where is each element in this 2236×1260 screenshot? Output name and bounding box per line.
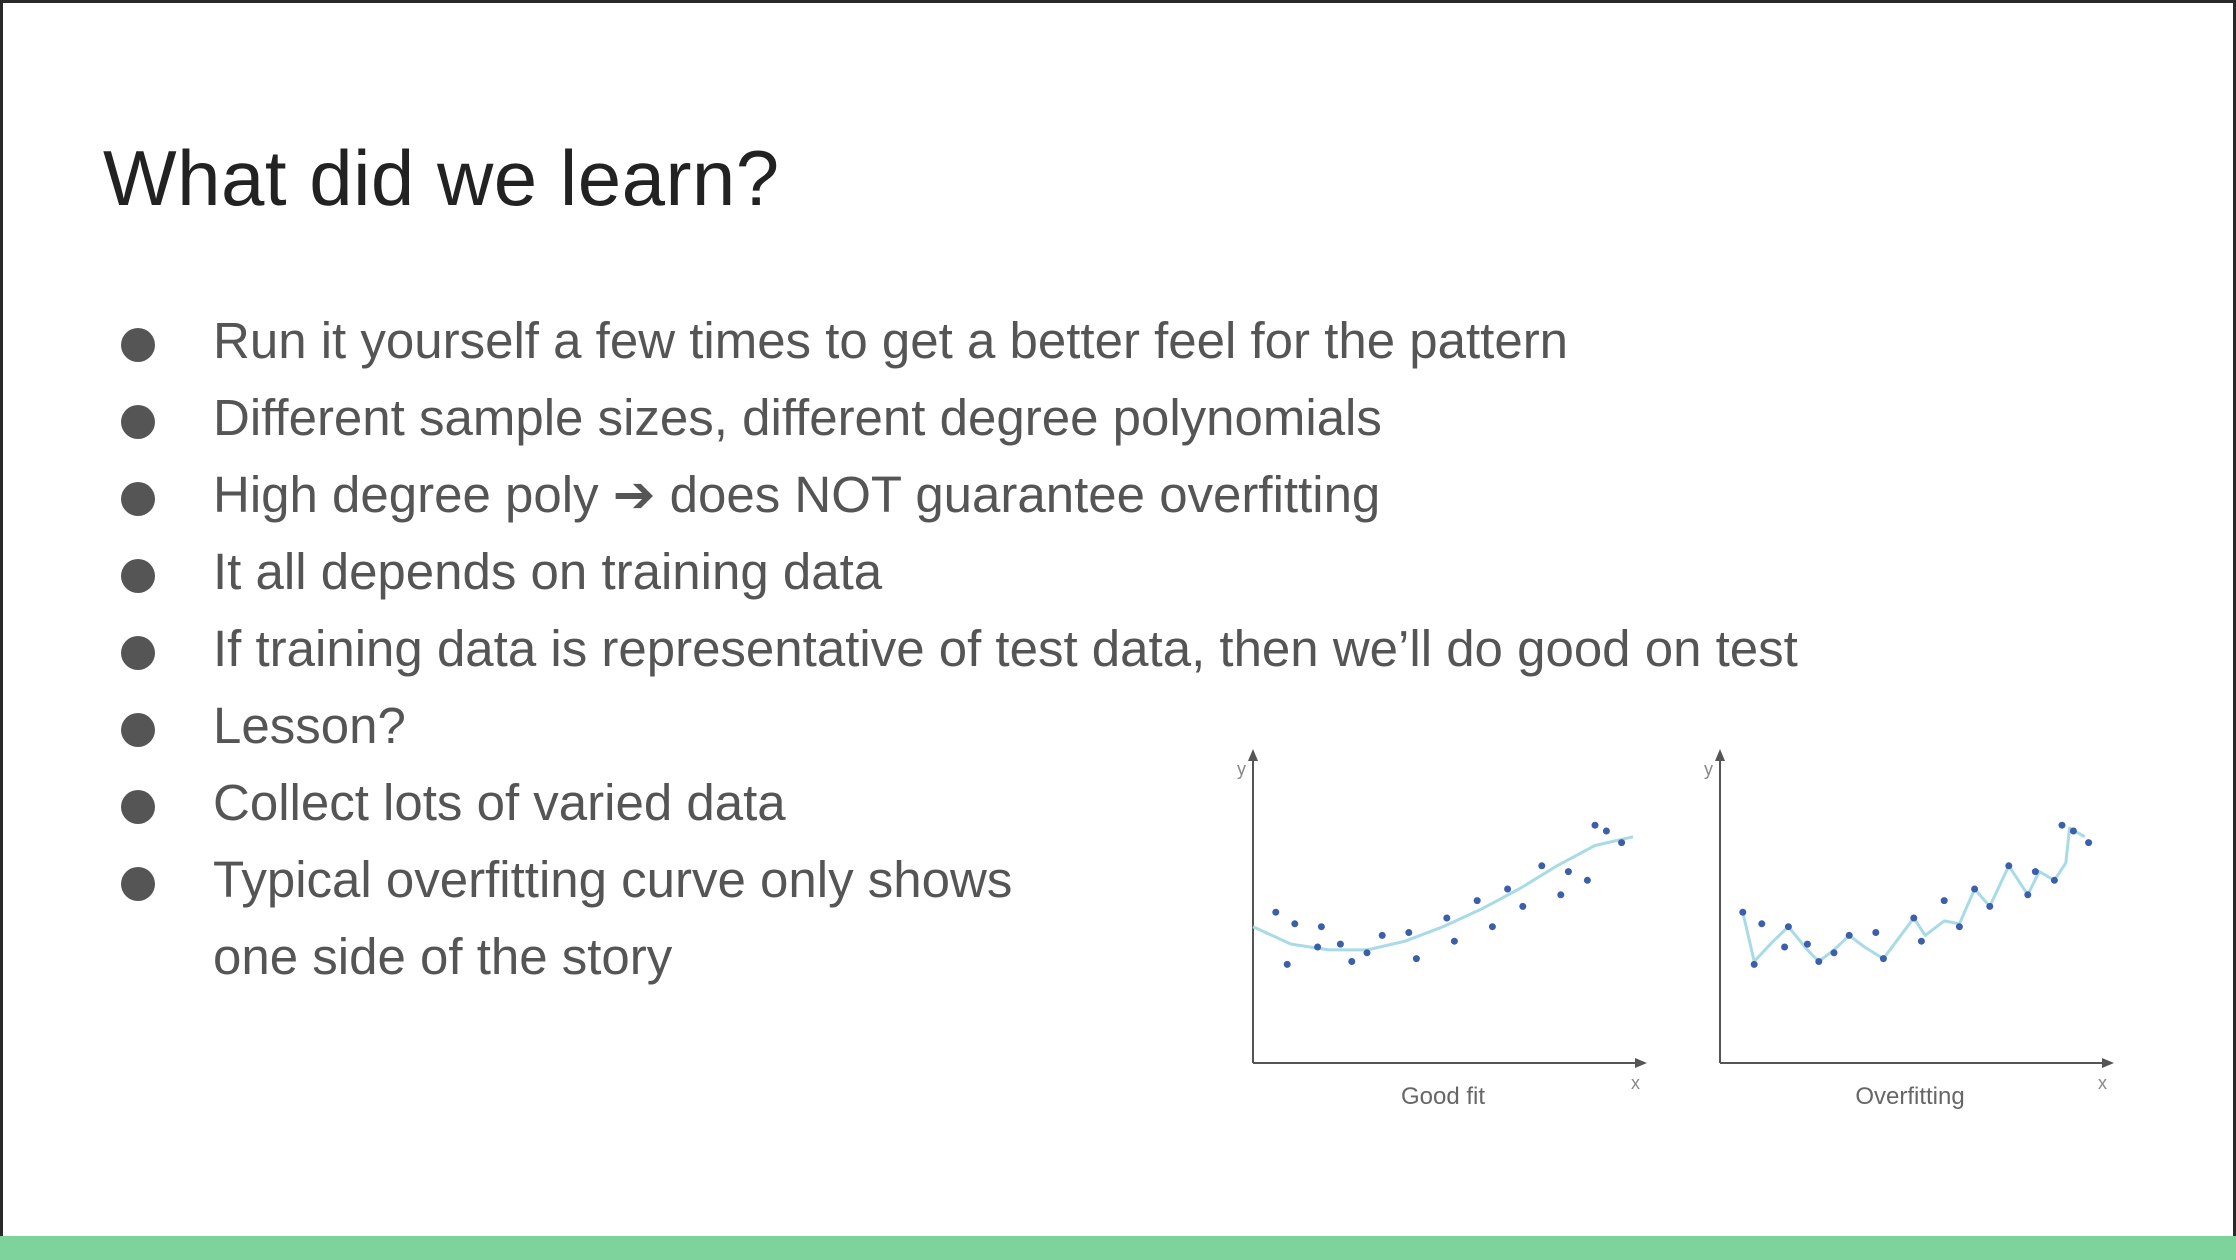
bullet-dot-icon <box>121 867 155 901</box>
data-point <box>1314 943 1322 951</box>
data-point <box>1557 891 1565 899</box>
bullet-dot-icon <box>121 636 155 670</box>
data-point <box>1879 955 1887 963</box>
data-point <box>1910 914 1918 922</box>
x-axis-arrow-icon <box>2102 1058 2114 1068</box>
data-point <box>1955 923 1963 931</box>
y-axis-arrow-icon <box>1248 749 1258 761</box>
data-point <box>1336 940 1344 948</box>
data-point <box>1815 958 1823 965</box>
bullet-item: Different sample sizes, different degree… <box>3 379 2003 457</box>
bullet-item: Run it yourself a few times to get a bet… <box>3 302 2003 380</box>
data-point <box>1272 908 1280 916</box>
bullet-continuation: one side of the story <box>213 928 673 985</box>
data-point <box>1443 914 1451 922</box>
data-point <box>2005 862 2013 870</box>
data-point <box>1750 960 1758 968</box>
y-axis-label: y <box>1237 759 1246 779</box>
bullet-item: It all depends on training data <box>3 533 2003 611</box>
x-axis-arrow-icon <box>1635 1058 1647 1068</box>
good-fit-plot <box>1248 749 1647 1068</box>
data-point <box>2050 876 2058 884</box>
data-point <box>1845 931 1853 939</box>
bullet-item: Lesson? <box>3 687 2003 765</box>
bullet-text: If training data is representative of te… <box>213 620 1798 677</box>
data-point <box>1872 929 1880 936</box>
x-axis-label: x <box>1631 1073 1640 1093</box>
x-axis-label: x <box>2098 1073 2107 1093</box>
data-point <box>1618 839 1626 847</box>
bullet-dot-icon <box>121 328 155 362</box>
data-point <box>1602 827 1610 835</box>
data-point <box>1784 923 1792 931</box>
data-point <box>2069 827 2077 835</box>
chart-caption: Good fit <box>1400 1083 1486 1110</box>
slide-title: What did we learn? <box>103 134 780 222</box>
chart-caption: Overfitting <box>1855 1083 1965 1110</box>
data-point <box>1378 931 1386 939</box>
bullet-text: Lesson? <box>213 697 406 754</box>
y-axis-arrow-icon <box>1715 749 1725 761</box>
bullet-item: Collect lots of varied data <box>3 764 2003 842</box>
data-point <box>1405 929 1413 936</box>
data-point <box>2085 839 2093 847</box>
data-point <box>2058 821 2066 829</box>
fit-curve <box>1741 826 2086 963</box>
bullet-dot-icon <box>121 405 155 439</box>
data-point <box>1450 937 1458 945</box>
bullet-text: Typical overfitting curve only shows <box>213 851 1013 908</box>
overfitting-chart: y x Overfitting <box>1700 743 2120 1123</box>
data-point <box>1564 868 1572 876</box>
data-point <box>1971 885 1979 893</box>
bullet-item: Typical overfitting curve only shows one… <box>3 841 2003 985</box>
y-axis-label: y <box>1704 759 1713 779</box>
data-point <box>1504 885 1512 893</box>
bullet-dot-icon <box>121 790 155 824</box>
overfitting-plot <box>1715 749 2114 1068</box>
data-point <box>1348 958 1356 965</box>
bullet-text: It all depends on training data <box>213 543 883 600</box>
data-point <box>1317 923 1325 931</box>
data-point <box>1583 876 1591 884</box>
good-fit-chart: y x Good fit <box>1233 743 1653 1123</box>
data-point <box>2024 891 2032 899</box>
bullet-text: Different sample sizes, different degree… <box>213 389 1382 446</box>
bullet-dot-icon <box>121 713 155 747</box>
data-point <box>1940 897 1948 905</box>
data-point <box>1803 940 1811 948</box>
bullet-text: High degree poly ➔ does NOT guarantee ov… <box>213 466 1381 523</box>
data-point <box>1473 897 1481 905</box>
data-point <box>1488 923 1496 931</box>
data-point <box>1781 943 1789 951</box>
accent-bar <box>0 1236 2236 1260</box>
data-point <box>1283 960 1291 968</box>
data-point <box>1363 949 1371 957</box>
data-point <box>1739 908 1747 916</box>
slide: What did we learn? Run it yourself a few… <box>3 3 2233 1257</box>
data-point <box>2031 868 2039 876</box>
data-point <box>1538 862 1546 870</box>
bullet-dot-icon <box>121 482 155 516</box>
fit-curve <box>1252 835 1634 952</box>
data-point <box>1986 902 1994 910</box>
bullet-item: If training data is representative of te… <box>3 610 2003 688</box>
bullet-item: High degree poly ➔ does NOT guarantee ov… <box>3 456 2003 534</box>
data-point <box>1291 920 1299 928</box>
data-point <box>1830 949 1838 957</box>
bullet-dot-icon <box>121 559 155 593</box>
data-point <box>1412 955 1420 963</box>
bullet-text: Collect lots of varied data <box>213 774 786 831</box>
data-point <box>1758 920 1766 928</box>
data-point <box>1917 937 1925 945</box>
data-point <box>1519 902 1527 910</box>
bullet-text: Run it yourself a few times to get a bet… <box>213 312 1569 369</box>
data-point <box>1591 821 1599 829</box>
